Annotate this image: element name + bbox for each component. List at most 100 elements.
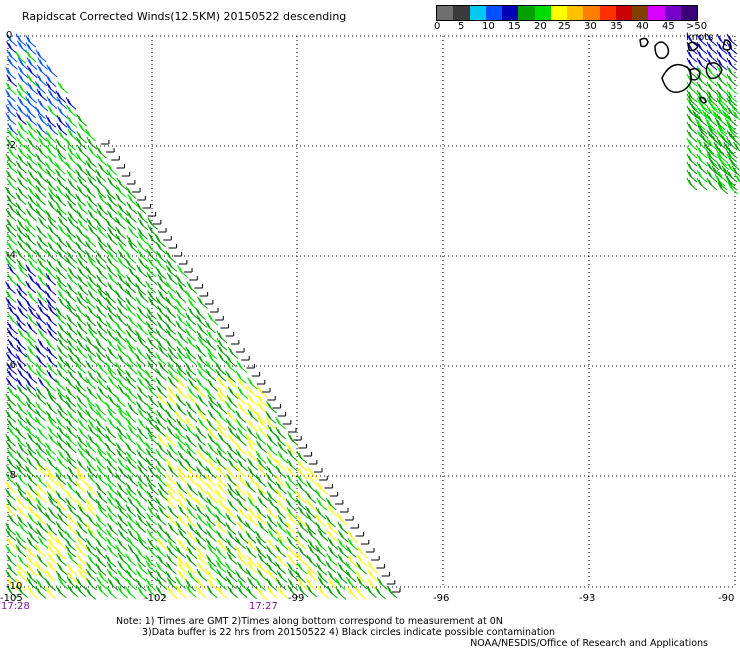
wind-barb: [207, 442, 219, 456]
wind-barb: [723, 141, 735, 155]
wind-barb: [55, 307, 67, 320]
wind-barb: [315, 506, 327, 520]
wind-barb: [137, 537, 149, 551]
wind-barb: [255, 505, 267, 519]
wind-barb: [165, 496, 177, 510]
wind-barb: [67, 481, 78, 495]
wind-barb: [157, 488, 169, 502]
longitude-tick-label: -105: [0, 593, 23, 604]
wind-barb: [295, 570, 307, 584]
wind-barb: [255, 474, 267, 488]
edge-barb: [210, 308, 219, 313]
wind-barb: [165, 322, 177, 335]
wind-barb: [255, 432, 267, 445]
wind-barb: [206, 490, 218, 504]
wind-barb: [186, 546, 198, 560]
wind-barb: [45, 298, 57, 311]
wind-barb: [75, 490, 87, 504]
wind-barb: [265, 411, 277, 424]
wind-barb: [96, 314, 108, 327]
wind-barb: [185, 561, 197, 575]
wind-barb: [65, 360, 76, 374]
wind-barb: [726, 137, 738, 151]
wind-barb: [46, 363, 58, 376]
wind-barb: [146, 520, 157, 534]
wind-barb: [136, 401, 147, 414]
wind-barb: [35, 49, 47, 63]
wind-barb: [176, 481, 188, 495]
wind-barb: [56, 505, 68, 519]
wind-barb: [95, 498, 107, 512]
wind-barb: [166, 449, 178, 462]
wind-barb: [75, 544, 87, 558]
wind-barb: [187, 483, 198, 496]
wind-barb: [27, 346, 39, 359]
wind-barb: [247, 577, 258, 590]
island-outline: [654, 41, 670, 59]
wind-barb: [177, 458, 189, 471]
wind-barb: [692, 109, 703, 123]
wind-barb: [45, 387, 57, 400]
wind-barb: [67, 216, 79, 230]
wind-barb: [77, 163, 88, 176]
wind-barb: [26, 410, 38, 423]
wind-barb: [347, 538, 359, 551]
wind-barb: [37, 298, 49, 311]
wind-barb: [285, 498, 297, 512]
wind-barb: [266, 490, 278, 504]
wind-barb: [58, 323, 69, 336]
wind-barb: [75, 499, 87, 512]
wind-barb: [236, 585, 248, 598]
wind-barb: [236, 360, 248, 373]
wind-barb: [26, 160, 38, 174]
wind-barb: [136, 393, 148, 406]
wind-barb: [35, 544, 47, 558]
wind-barb: [15, 427, 27, 440]
wind-barb: [247, 466, 259, 480]
wind-barb: [225, 400, 236, 414]
wind-barb: [37, 536, 49, 549]
wind-barb: [275, 544, 287, 558]
wind-barb: [16, 88, 28, 102]
wind-barb: [728, 157, 740, 171]
wind-barb: [106, 465, 118, 479]
wind-barb: [146, 248, 158, 262]
wind-barb: [67, 211, 79, 224]
wind-barb: [35, 281, 47, 294]
wind-barb: [216, 410, 228, 423]
wind-barb: [35, 561, 47, 574]
wind-barb: [726, 57, 738, 71]
wind-barb: [118, 241, 129, 255]
wind-barb: [286, 474, 298, 487]
wind-barb: [95, 546, 107, 560]
wind-barb: [145, 378, 156, 391]
wind-barb: [106, 264, 117, 278]
wind-barb: [46, 457, 58, 471]
wind-barb: [26, 73, 38, 87]
wind-barb: [36, 504, 48, 518]
wind-barb: [146, 403, 158, 416]
colorbar-swatch: [469, 6, 486, 20]
wind-barb: [157, 274, 169, 287]
wind-barb: [216, 338, 228, 351]
wind-barb: [55, 90, 67, 104]
wind-barb: [327, 504, 338, 518]
wind-barb: [726, 49, 738, 63]
wind-barb: [46, 369, 58, 383]
wind-barb: [188, 378, 199, 392]
wind-barb: [245, 545, 257, 559]
wind-barb: [95, 352, 107, 366]
wind-barb: [136, 449, 148, 463]
wind-barb: [706, 81, 718, 95]
wind-barb: [337, 521, 349, 535]
wind-barb: [126, 235, 138, 248]
wind-barb: [75, 584, 87, 598]
wind-barb: [45, 248, 57, 262]
wind-barb: [117, 560, 129, 574]
wind-barb: [15, 33, 27, 47]
edge-barb: [288, 428, 297, 433]
wind-barb: [726, 33, 738, 47]
wind-barb: [135, 282, 146, 296]
wind-barb: [217, 387, 229, 400]
edge-barb: [111, 156, 120, 161]
